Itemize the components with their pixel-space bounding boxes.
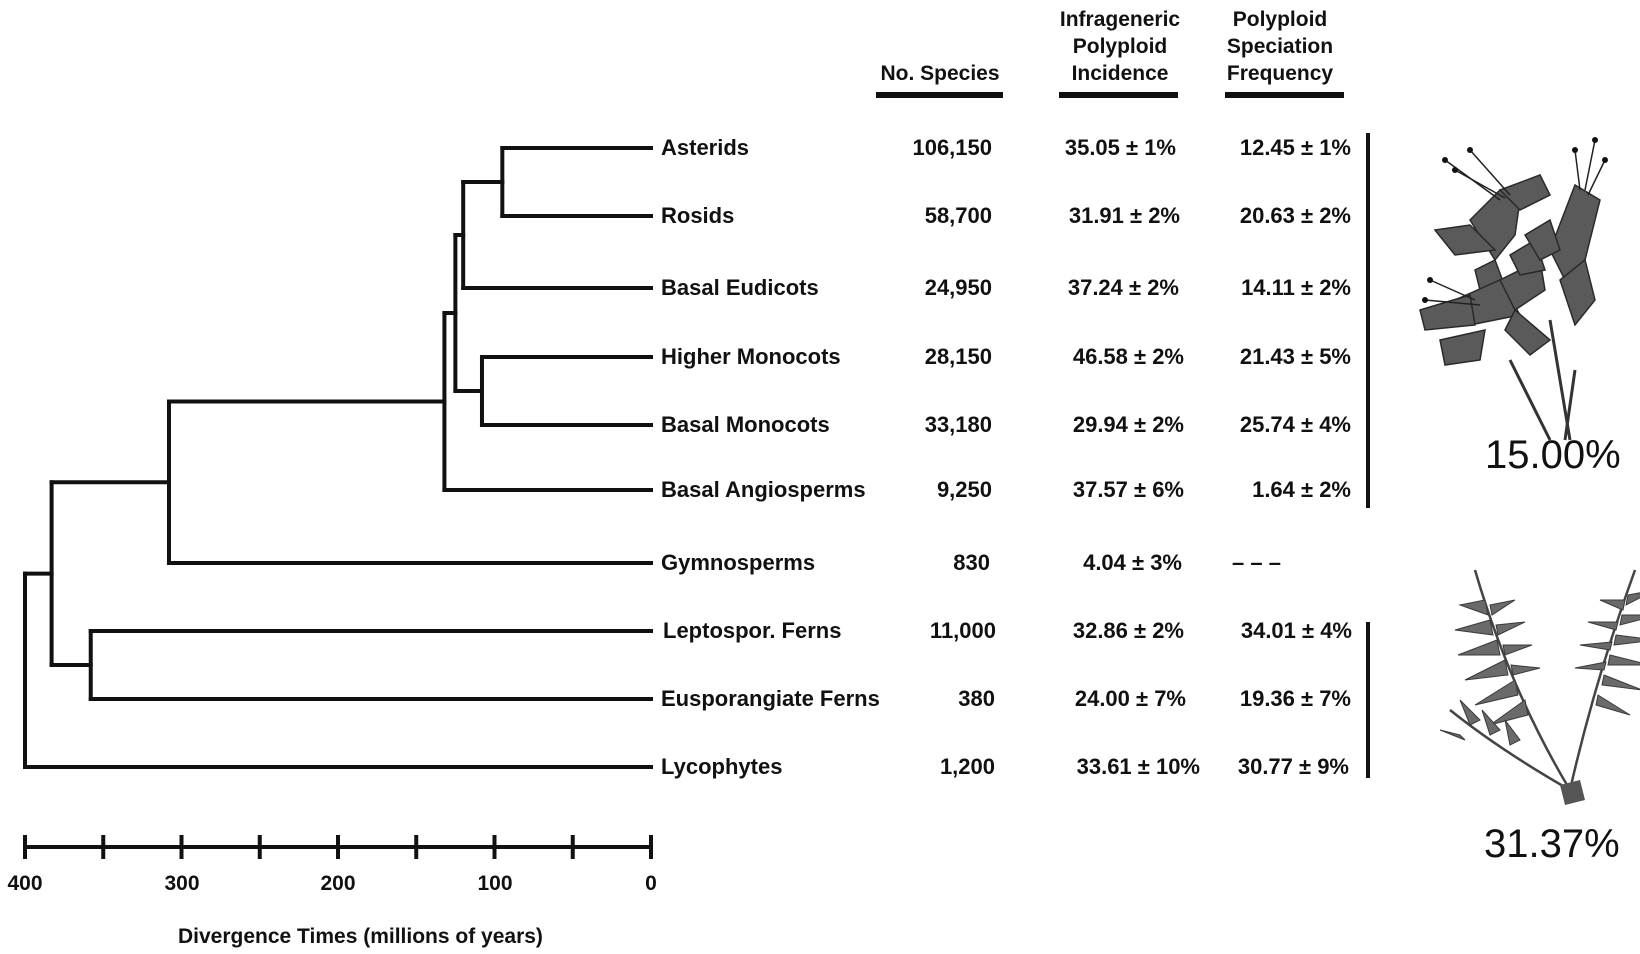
taxon-label-basal-monocots: Basal Monocots	[661, 412, 830, 437]
header-incidence-line3: Incidence	[1071, 62, 1169, 85]
taxon-label-basal-angiosperms: Basal Angiosperms	[661, 477, 866, 502]
axis-tick-label-0: 0	[645, 872, 657, 895]
taxon-label-leptospor-ferns: Leptospor. Ferns	[663, 618, 842, 643]
species-count-higher-monocots: 28,150	[924, 344, 992, 369]
frequency-basal-angiosperms: 1.64 ± 2%	[1252, 477, 1351, 502]
frequency-higher-monocots: 21.43 ± 5%	[1239, 344, 1351, 369]
taxon-label-basal-eudicots: Basal Eudicots	[661, 275, 819, 300]
frequency-basal-eudicots: 14.11 ± 2%	[1241, 275, 1351, 300]
taxon-label-higher-monocots: Higher Monocots	[661, 344, 841, 369]
angiosperm-group-percent: 15.00%	[1485, 433, 1621, 477]
species-count-basal-monocots: 33,180	[924, 412, 992, 437]
header-species: No. Species	[870, 60, 1010, 87]
incidence-asterids: 35.05 ± 1%	[1064, 135, 1176, 160]
header-incidence: Infrageneric Polyploid Incidence	[1040, 6, 1200, 87]
header-frequency-line3: Frequency	[1226, 62, 1334, 85]
incidence-basal-eudicots: 37.24 ± 2%	[1067, 275, 1179, 300]
species-count-eusporangiate-ferns: 380	[958, 686, 995, 711]
time-axis	[23, 835, 653, 859]
header-species-text: No. Species	[880, 62, 1000, 85]
incidence-gymnosperms: 4.04 ± 3%	[1083, 550, 1182, 575]
header-frequency-line1: Polyploid	[1232, 8, 1328, 31]
frequency-lycophytes: 30.77 ± 9%	[1237, 754, 1349, 779]
header-frequency-rule	[1225, 92, 1344, 98]
axis-tick-label-400: 400	[7, 872, 43, 895]
species-count-asterids: 106,150	[912, 135, 992, 160]
incidence-basal-angiosperms: 37.57 ± 6%	[1072, 477, 1184, 502]
header-incidence-rule	[1059, 92, 1178, 98]
taxon-label-rosids: Rosids	[661, 203, 735, 228]
frequency-leptospor-ferns: 34.01 ± 4%	[1240, 618, 1352, 643]
incidence-basal-monocots: 29.94 ± 2%	[1072, 412, 1184, 437]
species-count-leptospor-ferns: 11,000	[929, 618, 996, 643]
species-count-gymnosperms: 830	[953, 550, 990, 575]
incidence-higher-monocots: 46.58 ± 2%	[1072, 344, 1184, 369]
species-count-basal-angiosperms: 9,250	[936, 477, 992, 502]
header-incidence-line1: Infrageneric	[1059, 8, 1181, 31]
header-incidence-line2: Polyploid	[1072, 35, 1168, 58]
header-species-rule	[876, 92, 1003, 98]
fern-group-bar	[1366, 622, 1370, 778]
taxon-label-lycophytes: Lycophytes	[661, 754, 783, 779]
incidence-leptospor-ferns: 32.86 ± 2%	[1072, 618, 1184, 643]
frequency-eusporangiate-ferns: 19.36 ± 7%	[1239, 686, 1351, 711]
axis-tick-label-200: 200	[320, 872, 356, 895]
species-count-lycophytes: 1,200	[939, 754, 995, 779]
frequency-gymnosperms: – – –	[1232, 550, 1281, 575]
taxon-label-gymnosperms: Gymnosperms	[661, 550, 816, 575]
taxon-label-eusporangiate-ferns: Eusporangiate Ferns	[661, 686, 880, 711]
axis-tick-label-100: 100	[477, 872, 513, 895]
axis-tick-label-300: 300	[164, 872, 200, 895]
frequency-asterids: 12.45 ± 1%	[1239, 135, 1351, 160]
incidence-eusporangiate-ferns: 24.00 ± 7%	[1074, 686, 1186, 711]
header-frequency: Polyploid Speciation Frequency	[1210, 6, 1350, 87]
header-frequency-line2: Speciation	[1226, 35, 1334, 58]
incidence-rosids: 31.91 ± 2%	[1068, 203, 1180, 228]
axis-title: Divergence Times (millions of years)	[178, 925, 543, 948]
lily-flower-illustration	[1419, 137, 1608, 441]
frequency-basal-monocots: 25.74 ± 4%	[1239, 412, 1351, 437]
fern-frond-illustration	[1439, 569, 1640, 805]
taxon-label-asterids: Asterids	[661, 135, 750, 160]
incidence-lycophytes: 33.61 ± 10%	[1076, 754, 1200, 779]
tree-branches	[23, 146, 653, 769]
fern-group-percent: 31.37%	[1484, 822, 1620, 866]
species-count-rosids: 58,700	[924, 203, 992, 228]
angiosperm-group-bar	[1366, 133, 1370, 508]
frequency-rosids: 20.63 ± 2%	[1239, 203, 1351, 228]
species-count-basal-eudicots: 24,950	[924, 275, 992, 300]
